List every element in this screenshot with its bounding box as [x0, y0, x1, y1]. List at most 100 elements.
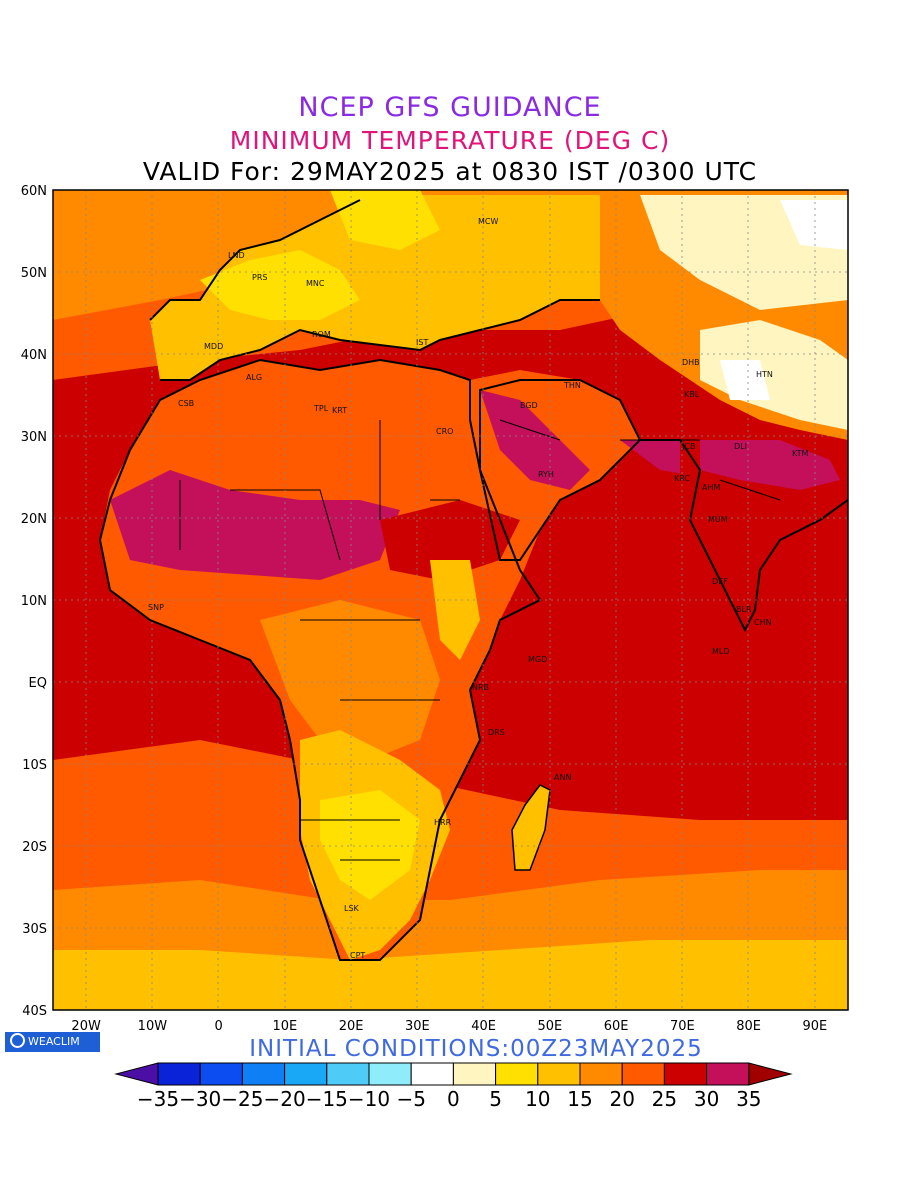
colorbar-label: −5: [396, 1087, 425, 1111]
station-label: CRO: [436, 427, 453, 436]
axis-labels: 60N 50N 40N 30N 20N 10N EQ 10S 20S 30S 40S 20W 10W 0 1…: [21, 184, 828, 1034]
lat-label: 40N: [21, 348, 47, 363]
station-label: TPL: [313, 404, 329, 413]
colorbar-swatch: [410, 1062, 454, 1086]
colorbar-swatch: [537, 1062, 581, 1086]
initial-conditions: INITIAL CONDITIONS:00Z23MAY2025: [249, 1036, 703, 1062]
logo-text: WEACLIM: [28, 1035, 80, 1048]
station-label: KTM: [792, 449, 809, 458]
lat-label: 20N: [21, 512, 47, 527]
lat-label: 50N: [21, 266, 47, 281]
station-label: HTN: [756, 370, 773, 379]
lon-label: 10E: [272, 1019, 297, 1034]
lat-label: 30N: [21, 430, 47, 445]
station-label: MDD: [204, 342, 223, 351]
lon-label: 70E: [670, 1019, 695, 1034]
station-label: LND: [228, 251, 245, 260]
station-label: DHB: [682, 358, 700, 367]
colorbar-label: 35: [736, 1087, 761, 1111]
lon-label: 80E: [736, 1019, 761, 1034]
colorbar-swatch: [284, 1062, 328, 1086]
station-label: SNP: [148, 603, 164, 612]
station-label: CHN: [754, 618, 772, 627]
colorbar-swatch: [241, 1062, 286, 1086]
colorbar-min-arrow: [114, 1062, 159, 1086]
colorbar-label: 20: [609, 1087, 634, 1111]
colorbar-swatch: [495, 1062, 539, 1086]
station-label: IST: [416, 338, 428, 347]
colorbar-label: 10: [525, 1087, 550, 1111]
lat-label: 40S: [22, 1004, 47, 1019]
station-label: KRC: [674, 474, 690, 483]
station-label: CPT: [350, 951, 365, 960]
station-label: AHM: [702, 483, 720, 492]
station-label: MNC: [306, 279, 325, 288]
colorbar-swatch: [326, 1062, 370, 1086]
lat-label: 10S: [22, 758, 47, 773]
station-label: NRB: [472, 683, 489, 692]
colorbar-label: 5: [489, 1087, 502, 1111]
lat-label: 60N: [21, 184, 47, 199]
map-subtitle: MINIMUM TEMPERATURE (DEG C): [229, 126, 671, 155]
station-label: MLD: [712, 647, 730, 656]
colorbar-label: 30: [694, 1087, 719, 1111]
colorbar-label: 15: [567, 1087, 592, 1111]
station-label: THN: [563, 381, 581, 390]
weaclim-logo: WEACLIM: [5, 1032, 100, 1052]
lon-label: 50E: [537, 1019, 562, 1034]
station-label: JCB: [681, 442, 695, 451]
colorbar-swatch: [706, 1062, 750, 1086]
station-label: MUM: [708, 515, 728, 524]
station-label: ALG: [246, 373, 262, 382]
station-label: DEF: [712, 577, 728, 586]
lon-label: 30E: [405, 1019, 430, 1034]
colorbar-label: 0: [447, 1087, 460, 1111]
colorbar-label: −10: [348, 1087, 390, 1111]
lat-label: 30S: [22, 922, 47, 937]
station-label: KBL: [684, 390, 700, 399]
station-label: ANN: [554, 773, 571, 782]
station-label: KRT: [332, 406, 347, 415]
colorbar-label: −25: [221, 1087, 263, 1111]
colorbar-label: −35: [137, 1087, 179, 1111]
station-label: BLR: [736, 605, 752, 614]
grid-lines: [53, 190, 848, 1010]
map-title: NCEP GFS GUIDANCE: [298, 92, 602, 123]
lon-label: 10W: [138, 1019, 168, 1034]
station-label: LSK: [344, 904, 360, 913]
colorbar-max-arrow: [748, 1062, 793, 1086]
colorbar-swatch: [621, 1062, 665, 1086]
lat-label: 10N: [21, 594, 47, 609]
lat-label: EQ: [29, 676, 47, 691]
colorbar-label: −15: [306, 1087, 348, 1111]
station-label: RYH: [538, 470, 554, 479]
colorbar-label: 25: [652, 1087, 677, 1111]
colorbar-legend: −35 −30 −25 −20 −15 −10 −5 0 5 10 15 20 25 30 35: [114, 1062, 793, 1111]
logo-ring-icon: [10, 1033, 25, 1048]
lon-label: 60E: [604, 1019, 629, 1034]
lon-label: 0: [214, 1019, 222, 1034]
colorbar-label: −20: [263, 1087, 305, 1111]
map-frame: [52, 189, 849, 1011]
station-label: DRS: [488, 728, 505, 737]
station-label: PRS: [252, 273, 267, 282]
madagascar: [511, 784, 551, 871]
lon-label: 20W: [71, 1019, 101, 1034]
station-label: HRR: [434, 818, 452, 827]
colorbar-swatch: [663, 1062, 708, 1086]
lon-label: 20E: [339, 1019, 364, 1034]
station-label: CSB: [178, 399, 194, 408]
station-label: MCW: [478, 217, 498, 226]
colorbar-label: −30: [179, 1087, 221, 1111]
lon-label: 40E: [471, 1019, 496, 1034]
country-borders: [179, 419, 781, 861]
colorbar-swatch: [157, 1062, 201, 1086]
station-label: DLI: [734, 442, 747, 451]
station-label: ROM: [312, 330, 331, 339]
coastlines: [98, 199, 848, 961]
lon-label: 90E: [802, 1019, 827, 1034]
colorbar-swatch: [368, 1062, 412, 1086]
lat-label: 20S: [22, 840, 47, 855]
